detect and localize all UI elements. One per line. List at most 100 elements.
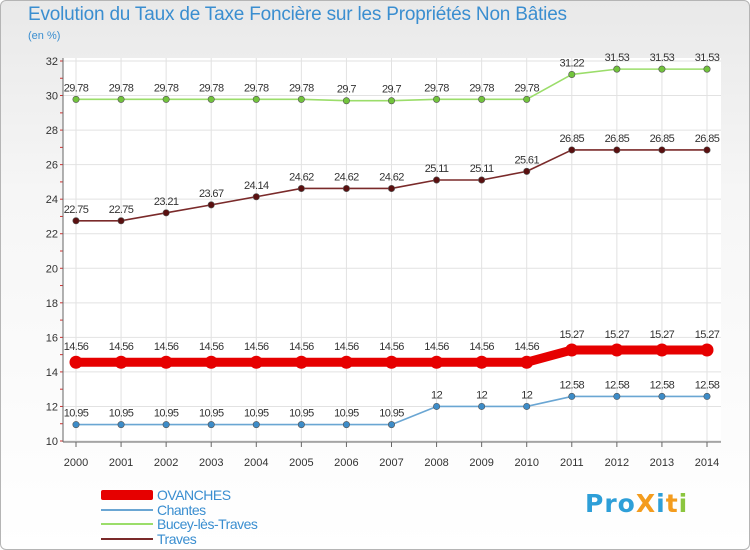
data-point [249,355,263,369]
data-label: 14.56 [334,341,359,353]
legend-swatch-chantes [101,509,153,511]
data-point [703,65,711,73]
data-label: 10.95 [334,408,359,420]
data-point [478,95,486,103]
data-label: 12 [521,389,533,401]
data-label: 14.56 [64,341,89,353]
data-point [385,355,398,369]
y-axis-unit: (en %) [28,30,61,42]
chart-title: Evolution du Taux de Taxe Foncière sur l… [28,4,567,25]
data-point [339,355,353,369]
data-label: 14.56 [199,341,224,353]
x-tick-label: 2011 [560,457,584,469]
data-label: 29.78 [469,82,494,94]
data-label: 29.78 [244,82,269,94]
x-tick-label: 2014 [695,457,719,469]
data-label: 26.85 [560,133,585,145]
data-point [117,217,125,225]
y-tick-label: 12 [46,401,58,413]
data-point [568,70,576,78]
data-label: 14.56 [424,341,449,353]
data-label: 12.58 [650,379,675,391]
data-point [523,167,531,175]
data-point [568,146,576,154]
x-tick-label: 2012 [605,457,629,469]
data-label: 15.27 [560,329,585,341]
data-point [252,95,260,103]
x-tick-label: 2003 [199,457,223,469]
x-tick-label: 2005 [289,457,313,469]
data-label: 14.56 [514,341,539,353]
data-label: 12.58 [560,379,585,391]
data-point [297,95,305,103]
data-point [117,421,125,429]
data-point [523,95,531,103]
data-point [387,421,395,429]
data-point [204,355,218,369]
data-point [72,95,80,103]
data-point [658,146,666,154]
data-label: 25.61 [514,154,539,166]
data-point [565,343,579,357]
data-point [387,97,395,105]
data-point [703,146,711,154]
y-tick-label: 32 [46,56,58,68]
legend-swatch-bucey [101,523,153,525]
data-label: 24.14 [244,180,269,192]
y-tick-label: 20 [46,263,58,275]
data-point [520,355,534,369]
data-point [72,217,80,225]
data-point [297,184,305,192]
data-point [613,392,621,400]
data-point [655,343,669,357]
data-label: 14.56 [154,341,179,353]
data-point [433,402,441,410]
data-label: 10.95 [244,408,269,420]
legend-label-ovanches: OVANCHES [157,487,231,503]
data-point [433,176,441,184]
data-label: 26.85 [695,133,720,145]
data-label: 24.62 [334,171,359,183]
data-label: 29.78 [289,82,314,94]
data-point [162,95,170,103]
y-tick-label: 30 [46,91,58,103]
data-label: 29.78 [64,82,89,94]
legend-swatch-ovanches [101,490,153,500]
data-point [478,176,486,184]
y-tick-label: 22 [46,229,58,241]
data-label: 15.27 [605,329,630,341]
data-label: 31.53 [695,52,720,64]
data-label: 29.78 [154,82,179,94]
data-label: 25.11 [425,163,449,175]
x-tick-label: 2013 [650,457,674,469]
data-label: 29.78 [514,82,539,94]
data-point [342,97,350,105]
data-label: 31.53 [650,52,675,64]
x-tick-label: 2002 [154,457,178,469]
data-point [252,193,260,201]
legend-item-traves: Traves [101,531,197,547]
data-point [613,65,621,73]
data-label: 26.85 [605,133,630,145]
data-point [610,343,624,357]
data-point [162,421,170,429]
data-label: 10.95 [289,408,314,420]
x-tick-label: 2007 [379,457,403,469]
data-label: 12.58 [695,379,720,391]
data-point [478,402,486,410]
data-point [72,421,80,429]
legend-label-bucey: Bucey-lès-Traves [157,516,258,532]
data-label: 12.58 [605,379,630,391]
data-label: 29.7 [337,84,356,96]
data-label: 14.56 [109,341,134,353]
data-label: 29.78 [424,82,449,94]
data-point [294,355,308,369]
data-point [252,421,260,429]
proxiti-logo: ProXiti [585,489,689,518]
data-point [568,392,576,400]
data-label: 29.78 [109,82,134,94]
data-point [475,355,489,369]
data-point [703,392,711,400]
data-label: 23.21 [154,196,179,208]
